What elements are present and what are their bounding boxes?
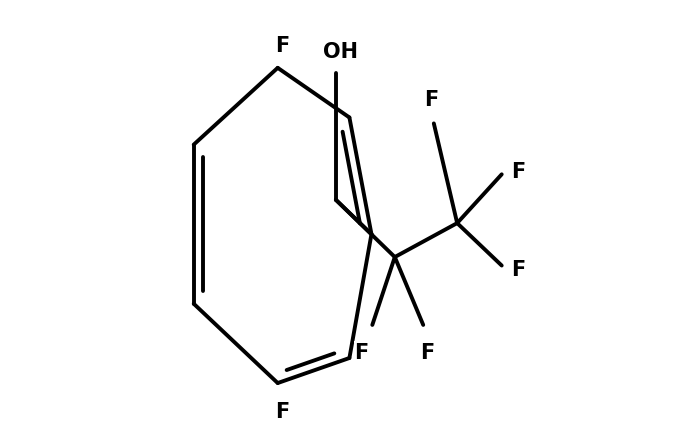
- Text: F: F: [511, 259, 526, 279]
- Text: F: F: [511, 161, 526, 181]
- Text: F: F: [420, 343, 434, 363]
- Text: OH: OH: [323, 42, 358, 62]
- Text: F: F: [275, 35, 289, 55]
- Text: F: F: [424, 89, 439, 109]
- Text: F: F: [355, 343, 369, 363]
- Text: F: F: [275, 401, 289, 420]
